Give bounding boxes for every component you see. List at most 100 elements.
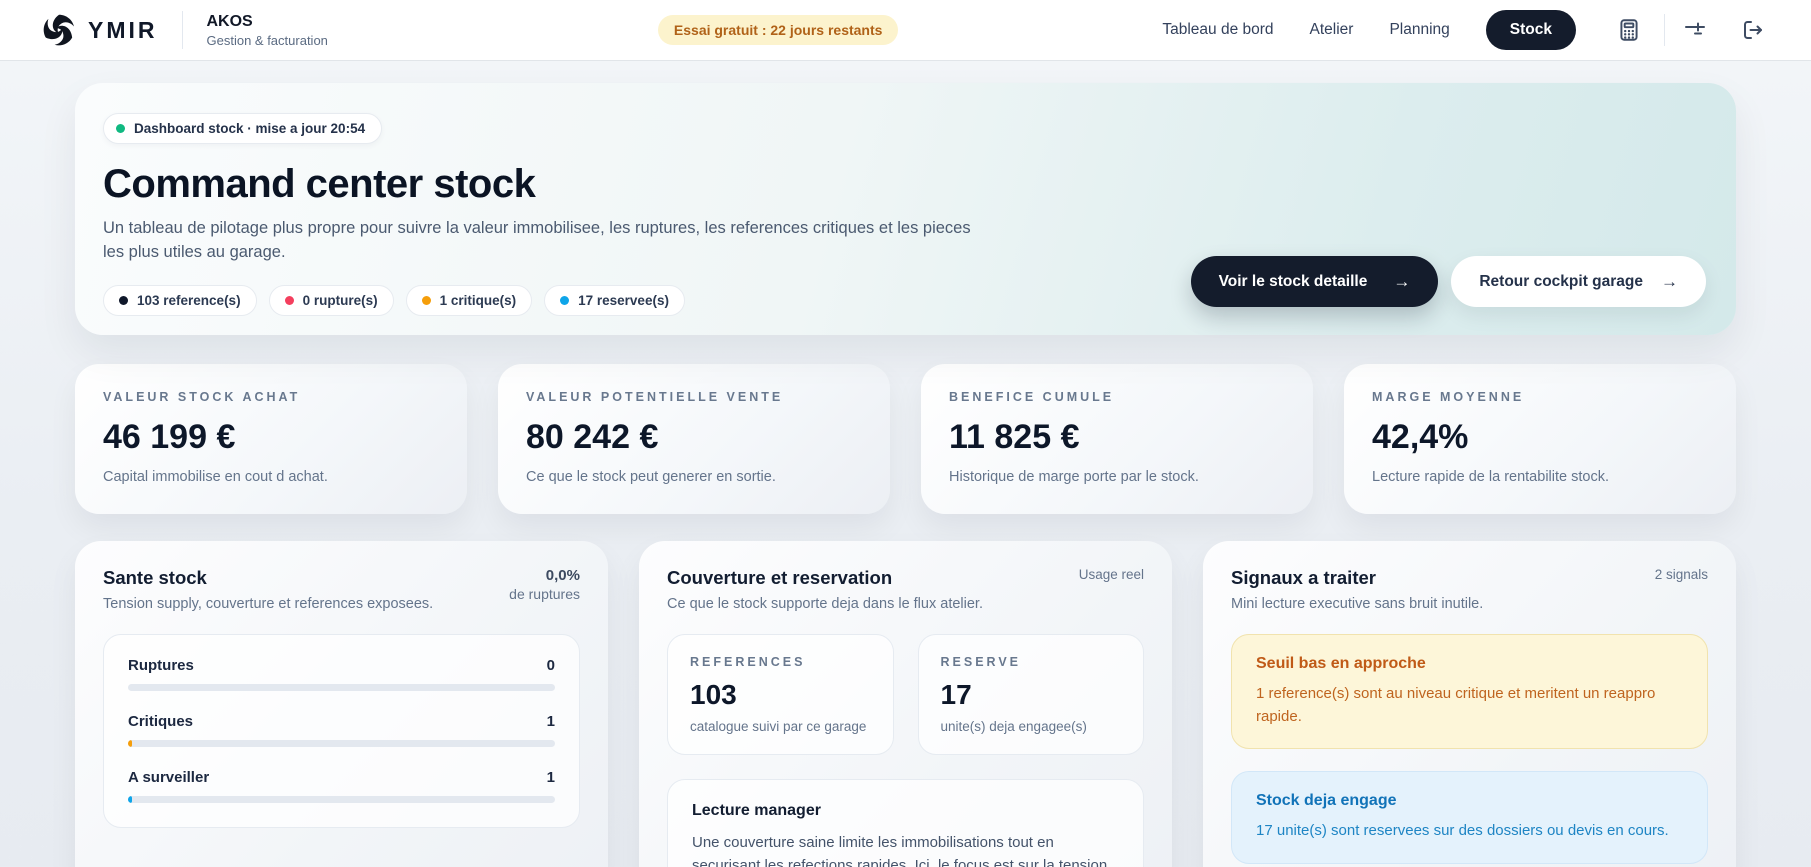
topbar: YMIR AKOS Gestion & facturation Essai gr… bbox=[0, 0, 1811, 60]
panel-couverture: Couverture et reservation Ce que le stoc… bbox=[639, 541, 1172, 867]
nav-atelier[interactable]: Atelier bbox=[1309, 21, 1354, 38]
chip-references: 103 reference(s) bbox=[103, 284, 257, 316]
panel-signaux: Signaux a traiter Mini lecture executive… bbox=[1203, 541, 1736, 867]
tune-icon[interactable] bbox=[1679, 14, 1711, 46]
row-label: Ruptures bbox=[128, 657, 194, 674]
alert-stock-engage: Stock deja engage 17 unite(s) sont reser… bbox=[1231, 771, 1708, 864]
top-navigation: Tableau de bord Atelier Planning Stock bbox=[1162, 10, 1769, 50]
back-cockpit-button[interactable]: Retour cockpit garage → bbox=[1451, 256, 1706, 307]
view-stock-detail-button[interactable]: Voir le stock detaille → bbox=[1190, 256, 1439, 307]
stat-description: unite(s) deja engagee(s) bbox=[940, 719, 1087, 734]
chip-critiques: 1 critique(s) bbox=[405, 284, 533, 316]
topbar-divider bbox=[181, 11, 183, 49]
stat-value: 17 bbox=[940, 679, 972, 710]
panel-sante-stock: Sante stock Tension supply, couverture e… bbox=[75, 541, 608, 867]
stat-value: 103 bbox=[690, 679, 737, 710]
summary-chips: 103 reference(s) 0 rupture(s) 1 critique… bbox=[103, 284, 1700, 316]
alert-body: 1 reference(s) sont au niveau critique e… bbox=[1256, 685, 1656, 725]
manager-title: Lecture manager bbox=[692, 802, 821, 819]
brand-name: YMIR bbox=[88, 16, 158, 43]
kpi-label: BENEFICE CUMULE bbox=[949, 390, 1115, 404]
alert-seuil-bas: Seuil bas en approche 1 reference(s) son… bbox=[1231, 634, 1708, 749]
chip-dot-icon bbox=[560, 295, 570, 305]
chip-ruptures: 0 rupture(s) bbox=[268, 284, 394, 316]
row-value: 1 bbox=[546, 769, 555, 786]
panel-title: Couverture et reservation bbox=[667, 567, 893, 588]
main-content: Dashboard stock · mise a jour 20:54 Comm… bbox=[0, 60, 1811, 867]
hero-section: Dashboard stock · mise a jour 20:54 Comm… bbox=[75, 83, 1736, 335]
kpi-description: Historique de marge porte par le stock. bbox=[949, 469, 1199, 485]
alert-title: Stock deja engage bbox=[1256, 792, 1397, 809]
progress-fill bbox=[128, 796, 133, 803]
panel-subtitle: Tension supply, couverture et references… bbox=[103, 596, 434, 612]
org-subtitle: Gestion & facturation bbox=[206, 32, 328, 48]
health-bars-panel: Ruptures 0 Critiques 1 bbox=[103, 634, 580, 828]
kpi-label: VALEUR POTENTIELLE VENTE bbox=[526, 390, 784, 404]
chip-label: 17 reservee(s) bbox=[578, 292, 669, 308]
stat-reserve: RESERVE 17 unite(s) deja engagee(s) bbox=[917, 634, 1144, 755]
kpi-card-valeur-stock-achat: VALEUR STOCK ACHAT 46 199 € Capital immo… bbox=[75, 364, 467, 514]
health-row-ruptures: Ruptures 0 bbox=[128, 657, 555, 691]
signals-count: 2 signals bbox=[1654, 567, 1708, 582]
panel-subtitle: Mini lecture executive sans bruit inutil… bbox=[1231, 596, 1484, 612]
kpi-value: 11 825 € bbox=[949, 418, 1080, 456]
logout-icon[interactable] bbox=[1737, 14, 1769, 46]
row-label: Critiques bbox=[128, 713, 194, 730]
chip-dot-icon bbox=[284, 295, 294, 305]
manager-body: Une couverture saine limite les immobili… bbox=[692, 834, 1108, 867]
alert-title: Seuil bas en approche bbox=[1256, 655, 1426, 672]
kpi-card-marge-moyenne: MARGE MOYENNE 42,4% Lecture rapide de la… bbox=[1344, 364, 1736, 514]
row-value: 0 bbox=[546, 657, 555, 674]
progress-fill bbox=[128, 740, 133, 747]
chip-dot-icon bbox=[119, 295, 128, 305]
iconbar-divider bbox=[1664, 14, 1665, 46]
nav-stock-active[interactable]: Stock bbox=[1485, 10, 1576, 50]
stat-label: RESERVE bbox=[940, 655, 1022, 669]
stat-references: REFERENCES 103 catalogue suivi par ce ga… bbox=[667, 634, 894, 755]
kpi-card-benefice-cumule: BENEFICE CUMULE 11 825 € Historique de m… bbox=[921, 364, 1313, 514]
kpi-description: Capital immobilise en cout d achat. bbox=[103, 469, 328, 485]
stat-description: catalogue suivi par ce garage bbox=[690, 719, 867, 734]
kpi-description: Lecture rapide de la rentabilite stock. bbox=[1372, 469, 1609, 485]
ruptures-metric: 0,0% de ruptures bbox=[509, 567, 580, 602]
org-block: AKOS Gestion & facturation bbox=[207, 13, 328, 48]
kpi-label: VALEUR STOCK ACHAT bbox=[103, 390, 301, 404]
chip-dot-icon bbox=[421, 295, 431, 305]
row-label: A surveiller bbox=[128, 769, 210, 786]
bottom-panels: Sante stock Tension supply, couverture e… bbox=[75, 541, 1736, 867]
trial-badge: Essai gratuit : 22 jours restants bbox=[657, 15, 899, 45]
calculator-icon[interactable] bbox=[1612, 13, 1646, 47]
button-label: Voir le stock detaille bbox=[1218, 272, 1368, 290]
kpi-card-valeur-potentielle-vente: VALEUR POTENTIELLE VENTE 80 242 € Ce que… bbox=[498, 364, 890, 514]
health-row-critiques: Critiques 1 bbox=[128, 713, 555, 747]
org-name: AKOS bbox=[206, 12, 253, 30]
panel-subtitle: Ce que le stock supporte deja dans le fl… bbox=[667, 596, 983, 612]
nav-tableau-de-bord[interactable]: Tableau de bord bbox=[1162, 21, 1274, 38]
chip-label: 103 reference(s) bbox=[137, 292, 241, 308]
health-row-a-surveiller: A surveiller 1 bbox=[128, 769, 555, 803]
alert-body: 17 unite(s) sont reservees sur des dossi… bbox=[1256, 822, 1669, 839]
arrow-right-icon: → bbox=[1661, 271, 1678, 291]
chip-reservees: 17 reservee(s) bbox=[544, 284, 685, 316]
progress-track bbox=[128, 684, 555, 691]
page-title: Command center stock bbox=[103, 162, 536, 206]
panel-title: Signaux a traiter bbox=[1231, 567, 1376, 588]
nav-planning[interactable]: Planning bbox=[1389, 21, 1450, 38]
chip-label: 0 rupture(s) bbox=[302, 292, 378, 308]
status-pill: Dashboard stock · mise a jour 20:54 bbox=[103, 113, 383, 144]
button-label: Retour cockpit garage bbox=[1479, 272, 1643, 290]
kpi-value: 42,4% bbox=[1372, 418, 1469, 456]
kpi-value: 46 199 € bbox=[103, 418, 236, 456]
status-pill-label: Dashboard stock · mise a jour 20:54 bbox=[134, 121, 366, 136]
row-value: 1 bbox=[546, 713, 555, 730]
kpi-row: VALEUR STOCK ACHAT 46 199 € Capital immo… bbox=[75, 364, 1736, 514]
chip-label: 1 critique(s) bbox=[439, 292, 517, 308]
kpi-value: 80 242 € bbox=[526, 418, 659, 456]
brand-logo[interactable]: YMIR bbox=[40, 11, 158, 49]
kpi-label: MARGE MOYENNE bbox=[1372, 390, 1525, 404]
progress-track bbox=[128, 796, 555, 803]
kpi-description: Ce que le stock peut generer en sortie. bbox=[526, 469, 776, 485]
status-dot-icon bbox=[116, 124, 125, 133]
panel-title: Sante stock bbox=[103, 567, 207, 588]
stat-label: REFERENCES bbox=[690, 655, 806, 669]
